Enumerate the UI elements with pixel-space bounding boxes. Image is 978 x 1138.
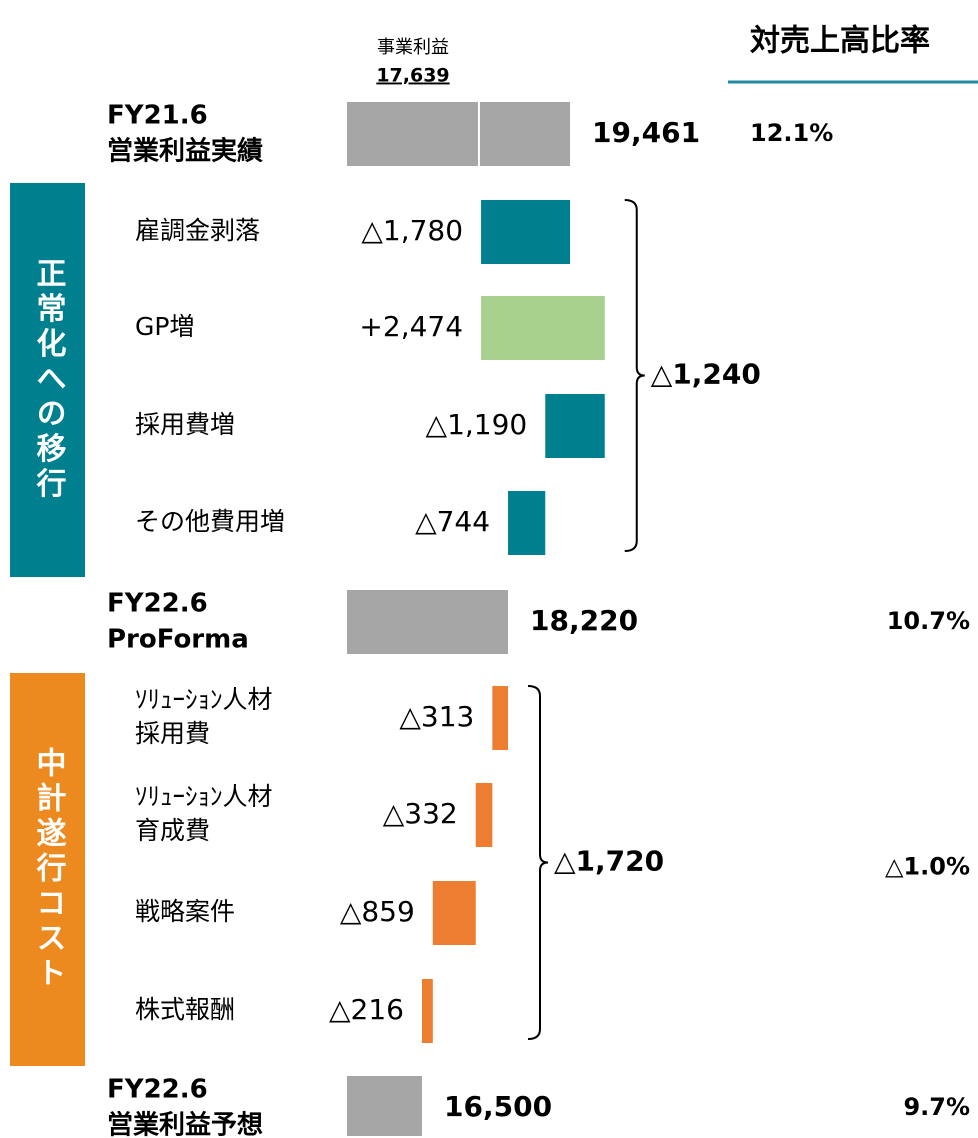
delta-bar — [475, 783, 493, 847]
delta-label: △859 — [340, 895, 415, 928]
group-name: 正常化への移行 — [31, 258, 68, 503]
total-value: 16,500 — [444, 1090, 552, 1123]
total-bar — [347, 102, 571, 166]
item-name: 採用費増 — [135, 410, 235, 439]
item-name: その他費用増 — [135, 507, 285, 536]
delta-bar — [508, 491, 546, 555]
item-name: 雇調金剥落 — [135, 216, 260, 245]
delta-bar — [432, 881, 476, 945]
delta-label: △313 — [399, 700, 474, 733]
total-bar — [347, 590, 508, 654]
ratio-label: 12.1% — [750, 119, 833, 147]
delta-bar — [481, 200, 571, 264]
item-name: ｿﾘｭｰｼｮﾝ人材 — [135, 782, 273, 811]
total-name: FY22.6 — [107, 589, 208, 619]
delta-label: △1,780 — [361, 214, 463, 247]
item-name: 株式報酬 — [135, 995, 235, 1024]
group-box — [10, 183, 85, 577]
total-name: ProForma — [107, 625, 249, 655]
delta-bar — [481, 296, 605, 360]
item-name: GP増 — [135, 312, 194, 341]
total-name: FY21.6 — [107, 101, 208, 131]
group-box — [10, 673, 85, 1066]
delta-label: △744 — [415, 505, 490, 538]
total-value: 19,461 — [592, 116, 700, 149]
delta-label: +2,474 — [359, 310, 463, 343]
delta-bar — [492, 686, 508, 750]
delta-label: △1,190 — [426, 408, 528, 441]
ratio-label: △1.0% — [885, 853, 970, 881]
total-name: 営業利益予想 — [107, 1111, 263, 1138]
total-bar — [347, 1076, 422, 1136]
bracket-label: △1,720 — [554, 845, 664, 878]
group-name: 中計遂行コスト — [31, 747, 68, 992]
marker-label: 17,639 — [376, 65, 449, 87]
item-name: 育成費 — [135, 816, 210, 845]
delta-bar — [422, 979, 433, 1043]
total-value: 18,220 — [530, 604, 638, 637]
bracket — [527, 685, 549, 1040]
total-name: 営業利益実績 — [107, 136, 263, 167]
ratio-label: 10.7% — [887, 607, 970, 635]
ratio-header: 対売上高比率 — [750, 24, 930, 59]
ratio-label: 9.7% — [903, 1093, 970, 1121]
total-name: FY22.6 — [107, 1075, 208, 1105]
bracket-label: △1,240 — [651, 358, 761, 391]
marker-name: 事業利益 — [377, 37, 449, 58]
item-name: 採用費 — [135, 719, 210, 748]
delta-label: △332 — [383, 797, 458, 830]
delta-bar — [545, 394, 605, 458]
delta-label: △216 — [329, 993, 404, 1026]
item-name: ｿﾘｭｰｼｮﾝ人材 — [135, 685, 273, 714]
item-name: 戦略案件 — [135, 897, 235, 926]
bracket — [624, 199, 645, 552]
